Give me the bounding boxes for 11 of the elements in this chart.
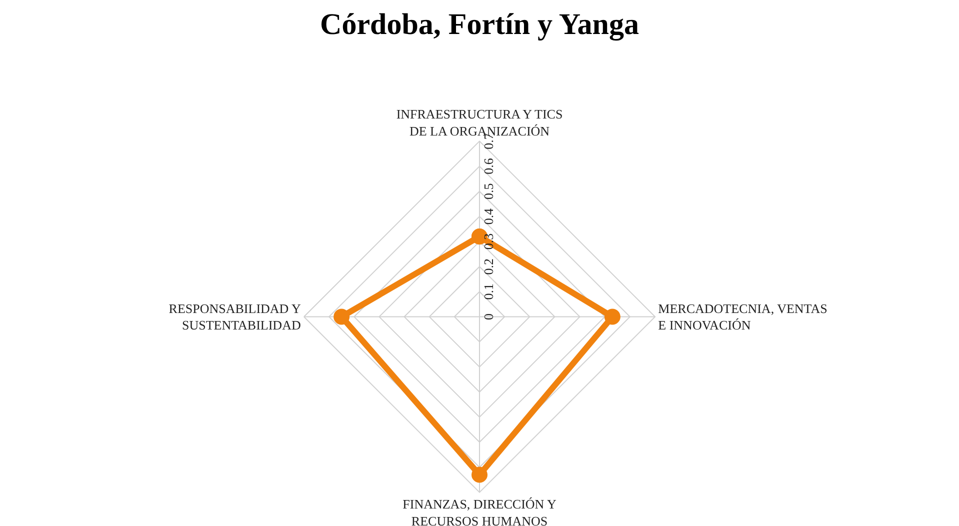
spoke-label: FINANZAS, DIRECCIÓN Y RECURSOS HUMANOS (402, 496, 557, 526)
chart-title: Córdoba, Fortín y Yanga (320, 8, 639, 42)
y-tick-label: 0 (481, 314, 496, 320)
y-tick-label: 0.2 (481, 258, 496, 275)
spoke-label: RESPONSABILIDAD Y SUSTENTABILIDAD (168, 300, 302, 333)
spoke-label: MERCADOTECNIA, VENTAS E INNOVACIÓN (658, 300, 828, 333)
y-tick-label: 0.1 (481, 284, 496, 300)
y-tick-label: 0.6 (481, 158, 496, 174)
y-tick-label: 0.5 (481, 183, 496, 200)
y-tick-label: 0.3 (481, 233, 496, 250)
y-tick-label: 0.4 (481, 208, 496, 225)
